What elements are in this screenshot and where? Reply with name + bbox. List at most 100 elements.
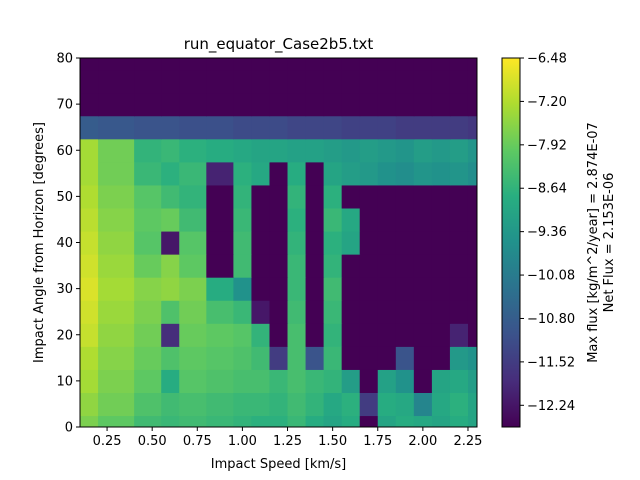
heatmap-cell [377, 323, 397, 347]
heatmap-cell [233, 207, 253, 232]
heatmap-cell [233, 115, 253, 140]
x-tick-label: 0.25 [93, 434, 122, 449]
heatmap-cell [98, 346, 135, 370]
heatmap-cell [80, 92, 99, 117]
heatmap-cell [80, 161, 99, 186]
colorbar-tick-label: −9.36 [527, 225, 567, 240]
heatmap-cell [80, 369, 99, 393]
heatmap-cell [431, 300, 451, 324]
heatmap-cell [449, 277, 469, 301]
y-tick-label: 20 [56, 328, 73, 343]
heatmap-cell [467, 300, 477, 324]
heatmap-cell [449, 392, 469, 417]
heatmap-cell [80, 115, 99, 140]
heatmap-cell [98, 254, 135, 278]
heatmap-cell [467, 69, 477, 94]
y-tick-label: 60 [56, 144, 73, 159]
heatmap-cell [431, 138, 451, 163]
heatmap-cell [359, 184, 379, 209]
heatmap-cell [179, 115, 207, 140]
heatmap-cell [251, 92, 271, 117]
heatmap-cell [251, 184, 271, 209]
heatmap-cell [251, 323, 271, 347]
heatmap-cell [395, 369, 415, 393]
x-tick-label: 1.00 [228, 434, 257, 449]
heatmap-cell [134, 415, 162, 427]
heatmap-cell [269, 300, 289, 324]
heatmap-cell [323, 115, 343, 140]
heatmap-cell [341, 115, 361, 140]
heatmap-cell [161, 207, 180, 232]
heatmap-cell [413, 300, 433, 324]
heatmap-cell [467, 58, 477, 71]
heatmap-cell [134, 369, 162, 393]
heatmap-cell [80, 69, 99, 94]
heatmap-cell [413, 138, 433, 163]
heatmap-cell [179, 184, 207, 209]
heatmap-cell [359, 207, 379, 232]
heatmap-cell [413, 92, 433, 117]
heatmap-cell [305, 415, 325, 427]
heatmap-cell [323, 138, 343, 163]
heatmap-cell [251, 300, 271, 324]
heatmap-cell [233, 415, 253, 427]
colorbar-axis: −6.48 −7.20 −7.92 −8.64 −9.36 −10.08 −10.80 −11… [520, 52, 575, 414]
heatmap-cell [377, 254, 397, 278]
heatmap-cell [431, 415, 451, 427]
heatmap-cell [413, 184, 433, 209]
heatmap-cell [359, 92, 379, 117]
colorbar-tick-label: −10.80 [527, 312, 575, 327]
heatmap-cell [233, 69, 253, 94]
heatmap-cell [161, 184, 180, 209]
heatmap-cell [413, 277, 433, 301]
heatmap-cell [395, 300, 415, 324]
x-axis: 0.25 0.50 0.75 1.00 1.25 1.50 1.75 2.00 2.25 [93, 427, 482, 449]
heatmap-cell [467, 277, 477, 301]
colorbar-tick-label: −6.48 [527, 52, 567, 67]
heatmap-cell [134, 207, 162, 232]
y-tick-label: 30 [56, 282, 73, 297]
heatmap-cell [413, 392, 433, 417]
heatmap-cell [179, 207, 207, 232]
chart-title: run_equator_Case2b5.txt [184, 35, 374, 54]
heatmap-cell [134, 300, 162, 324]
x-tick-label: 0.75 [183, 434, 212, 449]
heatmap-cell [449, 346, 469, 370]
heatmap-cell [134, 254, 162, 278]
heatmap-cell [305, 230, 325, 255]
heatmap-cell [98, 300, 135, 324]
heatmap-cell [431, 369, 451, 393]
y-tick-label: 40 [56, 236, 73, 251]
heatmap-cell [449, 230, 469, 255]
heatmap-cell [377, 415, 397, 427]
heatmap-cell [98, 207, 135, 232]
heatmap-cell [179, 92, 207, 117]
heatmap-cell [80, 415, 99, 427]
heatmap-cell [98, 115, 135, 140]
heatmap-cell [161, 300, 180, 324]
heatmap-cell [341, 58, 361, 71]
heatmap-cell [179, 323, 207, 347]
heatmap-cell [323, 207, 343, 232]
heatmap-cell [179, 300, 207, 324]
x-tick-label: 1.75 [363, 434, 392, 449]
heatmap-cell [134, 69, 162, 94]
heatmap-cell [287, 69, 307, 94]
heatmap-cell [377, 161, 397, 186]
heatmap-cell [206, 346, 234, 370]
heatmap-cell [413, 346, 433, 370]
heatmap-cells [80, 58, 477, 427]
heatmap-cell [359, 277, 379, 301]
heatmap-cell [377, 300, 397, 324]
y-tick-label: 80 [56, 52, 73, 67]
heatmap-cell [80, 392, 99, 417]
heatmap-cell [413, 323, 433, 347]
heatmap-cell [206, 184, 234, 209]
heatmap-cell [233, 58, 253, 71]
heatmap-cell [305, 92, 325, 117]
heatmap-cell [305, 300, 325, 324]
heatmap-cell [449, 415, 469, 427]
heatmap-cell [431, 323, 451, 347]
heatmap-cell [341, 369, 361, 393]
